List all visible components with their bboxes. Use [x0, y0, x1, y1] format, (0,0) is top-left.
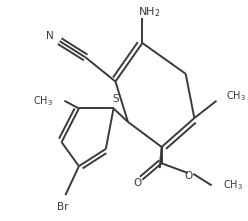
Text: O: O — [185, 171, 193, 181]
Text: NH$_2$: NH$_2$ — [138, 5, 160, 19]
Text: S: S — [112, 94, 119, 104]
Text: O: O — [133, 177, 142, 188]
Text: N: N — [46, 31, 54, 41]
Text: CH$_3$: CH$_3$ — [33, 94, 53, 108]
Text: Br: Br — [57, 202, 68, 211]
Text: CH$_3$: CH$_3$ — [226, 89, 246, 103]
Text: CH$_3$: CH$_3$ — [223, 179, 243, 192]
